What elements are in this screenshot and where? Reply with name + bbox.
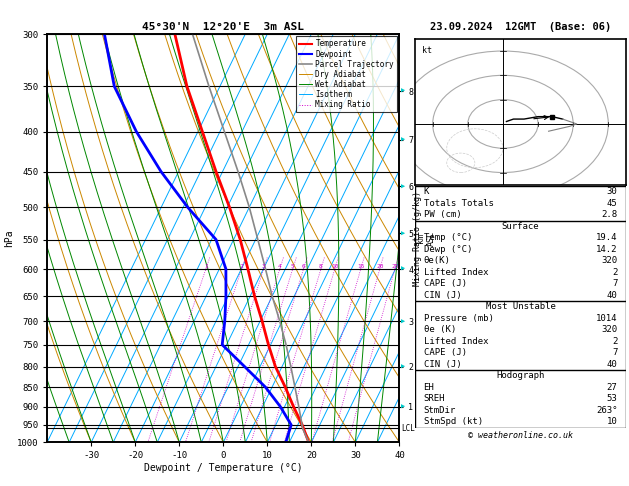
Text: 45: 45 [607,199,618,208]
Text: Lifted Index: Lifted Index [423,268,488,277]
Text: 45°30'N  12°20'E  3m ASL: 45°30'N 12°20'E 3m ASL [142,21,304,32]
Text: © weatheronline.co.uk: © weatheronline.co.uk [468,431,573,440]
Text: CAPE (J): CAPE (J) [423,279,467,288]
Text: EH: EH [423,383,434,392]
Text: ▶: ▶ [401,403,406,410]
Text: ▶: ▶ [401,318,406,324]
Text: ▶: ▶ [401,88,406,94]
Text: 15: 15 [357,264,364,269]
Text: 20: 20 [376,264,384,269]
Text: Hodograph: Hodograph [496,371,545,381]
Text: 25: 25 [391,264,399,269]
Text: 14.2: 14.2 [596,245,618,254]
Text: 1014: 1014 [596,314,618,323]
Text: 10: 10 [331,264,338,269]
Text: θe(K): θe(K) [423,257,450,265]
Text: Mixing Ratio (g/kg): Mixing Ratio (g/kg) [413,191,421,286]
Text: 263°: 263° [596,406,618,415]
Text: 8: 8 [319,264,323,269]
Text: 23.09.2024  12GMT  (Base: 06): 23.09.2024 12GMT (Base: 06) [430,21,611,32]
Text: 2: 2 [612,337,618,346]
Text: 4: 4 [278,264,282,269]
Text: 2: 2 [240,264,243,269]
Text: 2: 2 [612,268,618,277]
Text: Surface: Surface [502,222,539,231]
Text: StmSpd (kt): StmSpd (kt) [423,417,482,426]
Text: PW (cm): PW (cm) [423,210,461,219]
X-axis label: Dewpoint / Temperature (°C): Dewpoint / Temperature (°C) [144,463,303,473]
Text: 7: 7 [612,348,618,357]
Text: 320: 320 [601,326,618,334]
Text: θe (K): θe (K) [423,326,456,334]
Text: 40: 40 [607,291,618,300]
Y-axis label: hPa: hPa [4,229,14,247]
Text: CIN (J): CIN (J) [423,291,461,300]
Text: 6: 6 [302,264,305,269]
Text: Totals Totals: Totals Totals [423,199,493,208]
Text: Most Unstable: Most Unstable [486,302,555,312]
Text: 40: 40 [607,360,618,369]
Text: Pressure (mb): Pressure (mb) [423,314,493,323]
Text: SREH: SREH [423,395,445,403]
Text: 7: 7 [612,279,618,288]
Text: 30: 30 [607,188,618,196]
Text: 1: 1 [204,264,208,269]
Text: CAPE (J): CAPE (J) [423,348,467,357]
Text: ▶: ▶ [401,364,406,369]
Text: 5: 5 [291,264,294,269]
Text: Dewp (°C): Dewp (°C) [423,245,472,254]
Text: 27: 27 [607,383,618,392]
Text: ▶: ▶ [401,230,406,236]
Text: 320: 320 [601,257,618,265]
Text: 53: 53 [607,395,618,403]
Y-axis label: km
ASL: km ASL [416,231,436,245]
Text: 19.4: 19.4 [596,233,618,243]
Text: kt: kt [422,46,432,55]
Text: Lifted Index: Lifted Index [423,337,488,346]
Text: ▶: ▶ [401,183,406,189]
Text: StmDir: StmDir [423,406,456,415]
Text: ▶: ▶ [401,266,406,272]
Text: 10: 10 [607,417,618,426]
Text: K: K [423,188,429,196]
Text: CIN (J): CIN (J) [423,360,461,369]
Legend: Temperature, Dewpoint, Parcel Trajectory, Dry Adiabat, Wet Adiabat, Isotherm, Mi: Temperature, Dewpoint, Parcel Trajectory… [296,36,397,112]
Text: LCL: LCL [402,424,416,433]
Text: ▶: ▶ [401,137,406,143]
Text: 2.8: 2.8 [601,210,618,219]
Text: Temp (°C): Temp (°C) [423,233,472,243]
Text: 3: 3 [262,264,265,269]
